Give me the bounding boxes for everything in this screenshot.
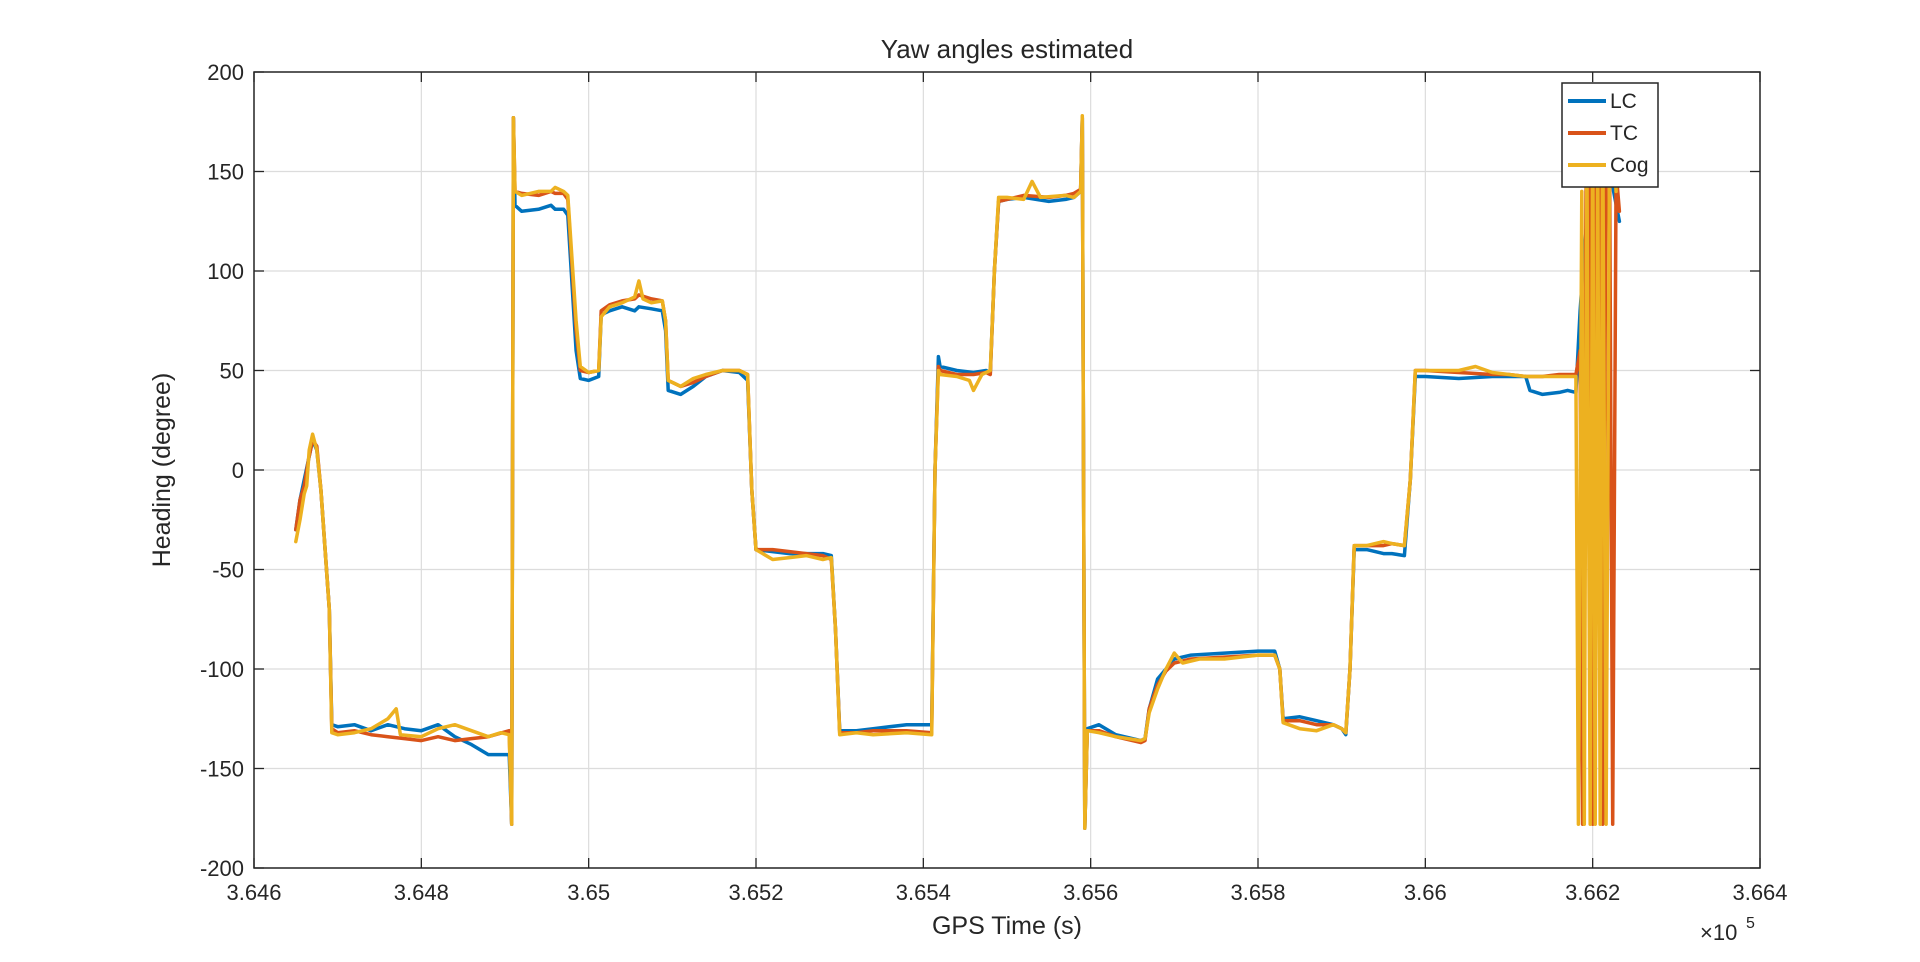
legend-item-lc: LC — [1568, 90, 1637, 113]
x-tick-label: 3.662 — [1565, 880, 1620, 905]
x-tick-label: 3.664 — [1732, 880, 1787, 905]
chart-title: Yaw angles estimated — [881, 34, 1133, 64]
legend-item-cog: Cog — [1568, 154, 1649, 177]
y-tick-label: 50 — [220, 359, 244, 384]
legend-label: TC — [1610, 122, 1638, 145]
series-lines — [294, 114, 1622, 830]
x-tick-label: 3.654 — [896, 880, 951, 905]
legend-label: LC — [1610, 90, 1637, 113]
y-tick-label: 100 — [207, 259, 244, 284]
series-line-cog — [294, 114, 1618, 830]
x-axis-label: GPS Time (s) — [932, 912, 1082, 940]
x-tick-label: 3.656 — [1063, 880, 1118, 905]
y-tick-label: 200 — [207, 60, 244, 85]
x-tick-label: 3.66 — [1404, 880, 1447, 905]
x-tick-labels: 3.646 3.648 3.65 3.652 3.654 3.656 3.658 3.66 3.… — [226, 880, 1787, 905]
x-tick-label: 3.65 — [567, 880, 610, 905]
x-tick-label: 3.652 — [728, 880, 783, 905]
y-tick-label: 0 — [232, 458, 244, 483]
x-axis-scale-factor: ×10 5 — [1700, 915, 1755, 945]
legend-label: Cog — [1610, 154, 1649, 177]
x-scale-base: ×10 — [1700, 920, 1737, 945]
y-tick-label: -100 — [200, 657, 244, 682]
legend: LC TC Cog — [1561, 82, 1659, 188]
axis-ticks — [253, 71, 1761, 869]
x-scale-exponent: 5 — [1746, 915, 1755, 932]
y-tick-label: -50 — [212, 558, 244, 583]
x-tick-label: 3.658 — [1230, 880, 1285, 905]
y-tick-label: -200 — [200, 856, 244, 881]
x-tick-label: 3.648 — [394, 880, 449, 905]
y-tick-labels: 200 150 100 50 0 -50 -100 -150 -200 — [200, 60, 244, 881]
x-tick-label: 3.646 — [226, 880, 281, 905]
legend-item-tc: TC — [1568, 122, 1638, 145]
y-tick-label: -150 — [200, 757, 244, 782]
y-axis-label: Heading (degree) — [148, 373, 176, 568]
y-tick-label: 150 — [207, 160, 244, 185]
